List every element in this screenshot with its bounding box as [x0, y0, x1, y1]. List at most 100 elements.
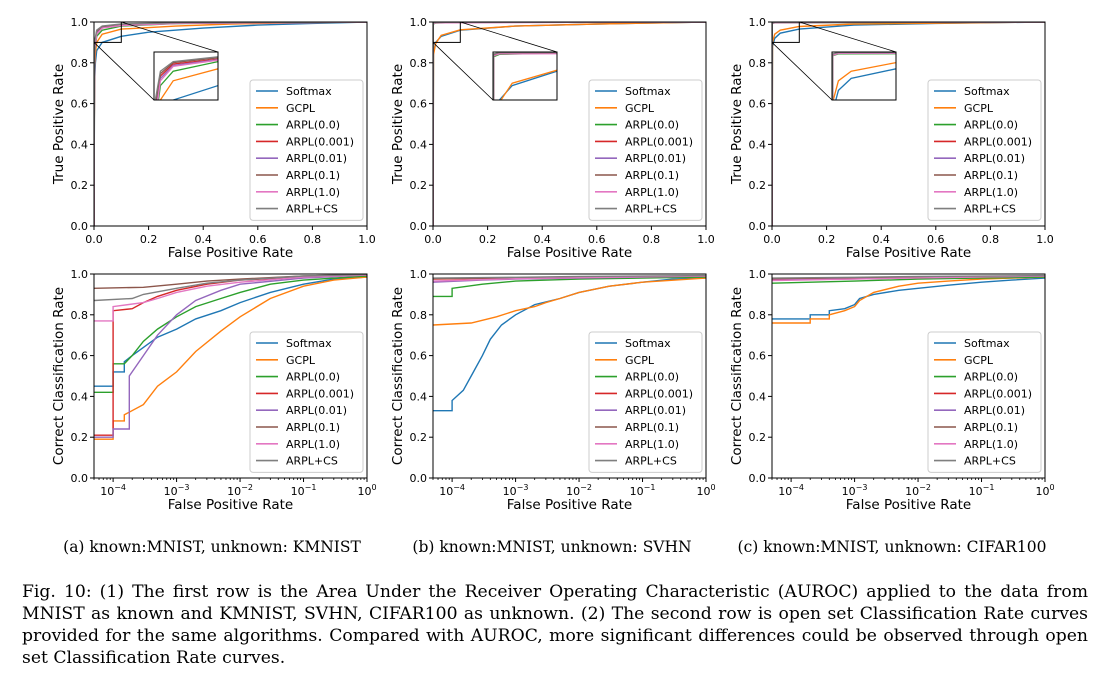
legend-entry: ARPL(0.0): [964, 119, 1018, 132]
legend: Softmax GCPL ARPL(0.0) ARPL(0.001) ARPL(0.01…: [588, 79, 703, 221]
inset-line-arpl-cs: [154, 56, 218, 100]
y-tick-label: 0.2: [71, 179, 89, 192]
series-line-arpl-0-0-: [433, 276, 706, 298]
inset-line-gcpl: [500, 69, 557, 100]
series-line-arpl-cs: [772, 274, 1045, 279]
inset-series-group: [493, 52, 557, 100]
legend-box: [588, 79, 703, 221]
series-line-softmax: [94, 276, 367, 387]
y-tick-label: 0.8: [410, 309, 428, 322]
inset-frame: [492, 51, 558, 101]
y-axis-label: True Positive Rate: [729, 64, 745, 185]
x-tick-label: 100: [357, 483, 376, 498]
x-tick-label: 1.0: [358, 233, 376, 246]
y-tick-label: 0.8: [749, 309, 767, 322]
series-line-gcpl: [433, 277, 706, 326]
x-tick-label: 0.2: [140, 233, 158, 246]
legend-entry: ARPL(0.1): [625, 421, 679, 434]
legend-box: [249, 79, 364, 221]
x-tick-label: 10−4: [778, 483, 804, 498]
x-tick-label: 0.8: [982, 233, 1000, 246]
legend-entry: Softmax: [286, 85, 332, 98]
y-tick-label: 0.0: [71, 472, 89, 485]
inset-line-arpl-0-1-: [155, 57, 218, 100]
zoom-connector: [460, 21, 558, 53]
plot-frame: [771, 21, 1046, 227]
y-tick-label: 1.0: [71, 16, 89, 29]
x-axis-label: False Positive Rate: [168, 245, 293, 261]
x-tick-label: 0.6: [588, 233, 606, 246]
legend-entry: ARPL(0.01): [625, 152, 686, 165]
y-tick-label: 0.2: [410, 431, 428, 444]
inset-line-gcpl: [159, 68, 218, 100]
legend-entry: ARPL(0.001): [625, 387, 693, 400]
series-line-arpl-1-0-: [94, 274, 367, 322]
x-tick-label: 0.4: [872, 233, 890, 246]
legend-entry: GCPL: [286, 354, 316, 367]
series-line-arpl-1-0-: [433, 275, 706, 282]
y-tick-label: 0.4: [749, 138, 767, 151]
series-line-softmax: [772, 277, 1045, 320]
series-line-arpl-0-0-: [94, 275, 367, 393]
legend-entry: ARPL(1.0): [286, 186, 340, 199]
chart-roc_kmnist: 0.0 0.2 0.4 0.6 0.8 1.0 0.0 0.2 0.4 0.6 0.8 1.0 Fals…: [51, 16, 376, 261]
y-tick-label: 0.8: [71, 309, 89, 322]
legend-entry: GCPL: [964, 354, 994, 367]
legend-entry: ARPL+CS: [286, 203, 338, 216]
y-axis-label: Correct Classification Rate: [390, 287, 406, 465]
chart-roc_svhn: 0.0 0.2 0.4 0.6 0.8 1.0 0.0 0.2 0.4 0.6 0.8 1.0 Fals…: [390, 16, 715, 261]
legend-entry: ARPL(0.1): [625, 169, 679, 182]
y-tick-label: 0.0: [410, 220, 428, 233]
series-line-arpl-0-01-: [94, 274, 367, 438]
plot-frame: [432, 21, 707, 227]
legend-entry: ARPL(1.0): [286, 438, 340, 451]
x-tick-label: 10−2: [227, 483, 253, 498]
legend-entry: ARPL+CS: [964, 455, 1016, 468]
y-tick-label: 0.6: [410, 98, 428, 111]
x-tick-label: 100: [1035, 483, 1054, 498]
x-tick-label: 10−4: [439, 483, 465, 498]
x-tick-label: 10−4: [100, 483, 126, 498]
y-tick-label: 0.2: [71, 431, 89, 444]
legend-entry: ARPL(0.01): [964, 152, 1025, 165]
legend-entry: ARPL+CS: [286, 455, 338, 468]
chart-ccr_cifar100: 0.0 0.2 0.4 0.6 0.8 1.0 10−4 10−3 10−2 10−1 100 Fal…: [729, 268, 1055, 513]
legend-entry: Softmax: [964, 85, 1010, 98]
y-axis-label: True Positive Rate: [390, 64, 406, 185]
legend-entry: ARPL(0.001): [964, 387, 1032, 400]
inset-series-group: [832, 52, 896, 100]
legend-entry: ARPL(0.0): [286, 371, 340, 384]
y-tick-label: 1.0: [749, 268, 767, 281]
y-tick-label: 0.4: [410, 138, 428, 151]
y-tick-label: 0.8: [71, 57, 89, 70]
legend-entry: Softmax: [964, 337, 1010, 350]
legend-entry: ARPL(1.0): [625, 438, 679, 451]
y-tick-label: 0.6: [749, 98, 767, 111]
zoom-connector: [121, 21, 219, 53]
inset-line-arpl-cs: [832, 52, 896, 100]
subcaption-c: (c) known:MNIST, unknown: CIFAR100: [737, 538, 1047, 556]
figure-caption: Fig. 10: (1) The first row is the Area U…: [22, 582, 1088, 668]
zoom-connector: [771, 42, 833, 101]
legend-entry: ARPL(0.001): [625, 135, 693, 148]
zoom-box: [432, 21, 461, 43]
legend-entry: ARPL(1.0): [625, 186, 679, 199]
y-tick-label: 0.4: [410, 390, 428, 403]
x-axis-label: False Positive Rate: [168, 497, 293, 513]
x-tick-label: 0.0: [424, 233, 442, 246]
inset-line-arpl-0-001-: [156, 58, 218, 100]
series-line-arpl-cs: [433, 274, 706, 279]
y-tick-label: 0.4: [71, 390, 89, 403]
y-tick-label: 1.0: [749, 16, 767, 29]
zoom-box: [93, 21, 122, 43]
y-tick-label: 0.6: [71, 98, 89, 111]
chart-ccr_svhn: 0.0 0.2 0.4 0.6 0.8 1.0 10−4 10−3 10−2 10−1 100 Fal…: [390, 268, 716, 513]
x-tick-label: 1.0: [697, 233, 715, 246]
x-tick-label: 0.0: [763, 233, 781, 246]
inset-line-softmax: [835, 68, 896, 100]
plot-frame: [93, 21, 368, 227]
legend: Softmax GCPL ARPL(0.0) ARPL(0.001) ARPL(0.01…: [927, 79, 1042, 221]
x-axis-label: False Positive Rate: [846, 245, 971, 261]
legend-entry: ARPL(0.01): [286, 152, 347, 165]
legend-entry: GCPL: [286, 102, 316, 115]
